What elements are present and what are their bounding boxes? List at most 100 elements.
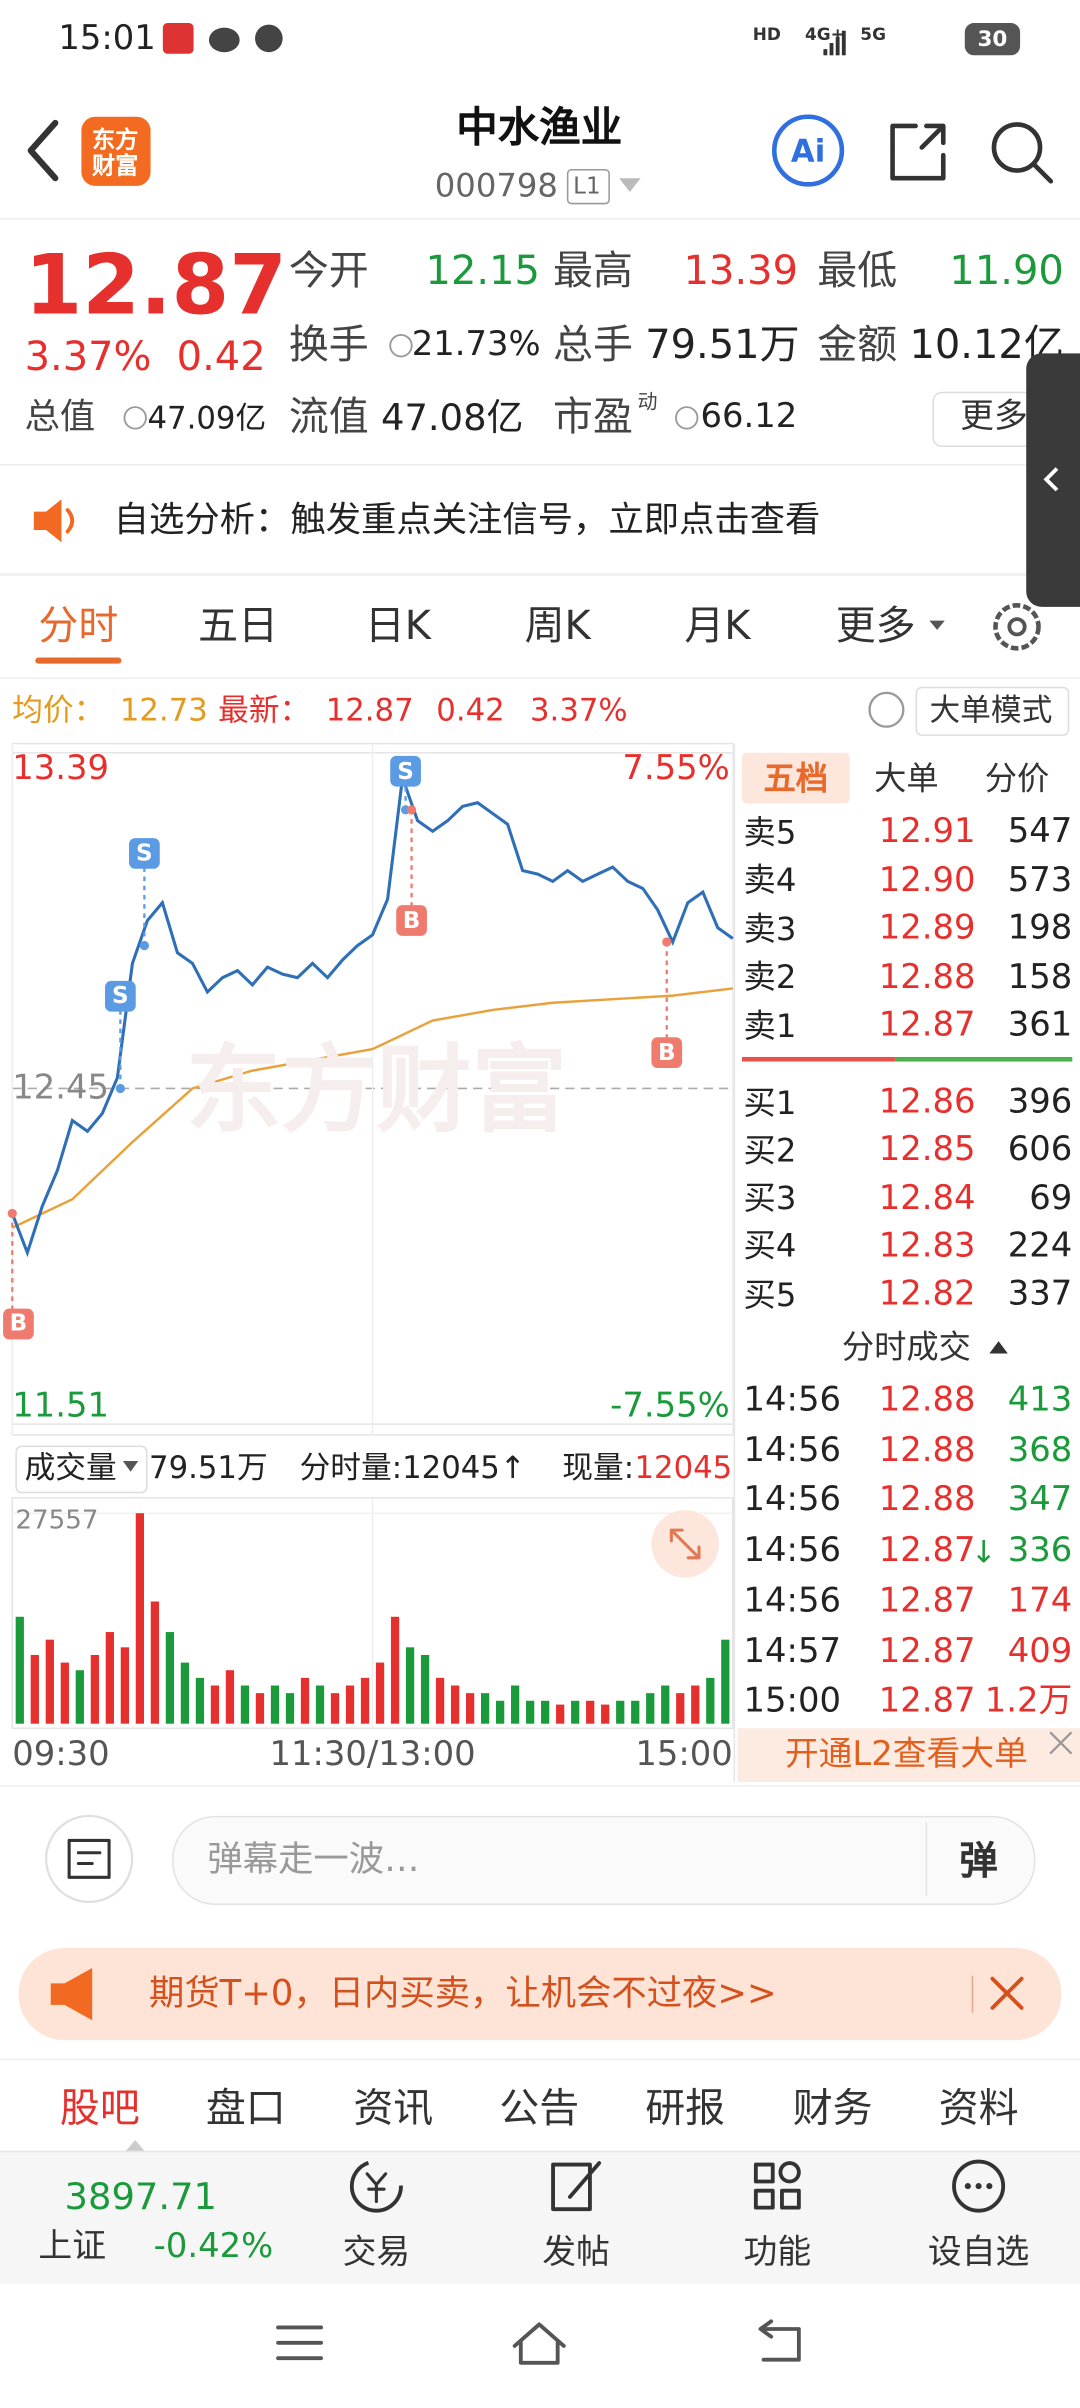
section-tab[interactable]: 股吧 [59, 2086, 140, 2133]
volume-bar [330, 1693, 340, 1724]
notice-text[interactable]: 自选分析：触发重点关注信号，立即点击查看 [113, 500, 821, 540]
ad-banner[interactable] [18, 1947, 1062, 2041]
volume-bar [450, 1685, 460, 1724]
stat-value: 66.12 [700, 397, 798, 437]
stock-title: 中水渔业 [456, 103, 623, 152]
book-tab[interactable]: 分价 [984, 759, 1050, 797]
close-button [990, 1976, 1024, 2010]
share-button [890, 123, 946, 181]
book-price: 12.83 [878, 1227, 976, 1266]
system-home [512, 2322, 566, 2365]
volume-bar [601, 1704, 610, 1724]
book-level: 买2 [743, 1131, 797, 1169]
ai-label[interactable]: Ai [790, 132, 826, 169]
volume-bar [556, 1704, 565, 1724]
info-icon [123, 406, 147, 430]
volume-bar [496, 1700, 505, 1724]
nav-item[interactable]: 设自选 [927, 2233, 1030, 2273]
book-volume: 606 [1007, 1131, 1073, 1170]
x-tick-label: 09:30 [12, 1735, 110, 1775]
section-tab[interactable]: 财务 [792, 2086, 873, 2133]
section-tab[interactable]: 研报 [645, 2086, 726, 2133]
section-tab[interactable]: 盘口 [205, 2086, 286, 2133]
trade-time: 14:56 [743, 1431, 841, 1470]
comment-placeholder[interactable]: 弹幕走一波… [207, 1839, 420, 1880]
trade-time: 14:56 [743, 1582, 841, 1621]
stat-value: 12.15 [425, 248, 540, 295]
l2-band[interactable] [737, 1728, 1080, 1783]
section-tab[interactable]: 资料 [938, 2086, 1019, 2133]
stat-value: 47.08亿 [380, 396, 524, 440]
nav-icon [975, 2183, 982, 2190]
minute-volume: 分时量:12045↑ [299, 1448, 526, 1486]
l2-link[interactable]: 开通L2查看大单 [784, 1735, 1028, 1775]
signal-dot [406, 805, 417, 815]
divider [0, 1785, 1080, 1787]
divider [0, 2058, 1080, 2061]
volume-bar [105, 1632, 114, 1724]
more-label[interactable]: 更多 [960, 397, 1028, 437]
ad-text[interactable]: 期货T+0，日内买卖，让机会不过夜>> [149, 1973, 777, 2014]
book-tab[interactable]: 大单 [874, 759, 939, 797]
book-tab[interactable]: 五档 [763, 759, 829, 797]
megaphone-icon [50, 1967, 93, 2021]
volume-bar [511, 1685, 520, 1724]
book-level: 卖2 [743, 958, 797, 996]
side-drawer-tab[interactable] [1026, 353, 1080, 607]
divider [0, 677, 1080, 680]
section-tab[interactable]: 资讯 [353, 2086, 434, 2133]
volume-bar [180, 1662, 190, 1724]
settings-button [1007, 617, 1027, 637]
volume-bar [315, 1685, 325, 1724]
nav-icon [986, 2183, 993, 2190]
y2-tick-label: -7.55% [610, 1387, 730, 1426]
signal-bar [823, 49, 828, 56]
app-icon [162, 23, 194, 54]
tab[interactable]: 日K [364, 603, 431, 650]
stat-value: 47.09亿 [147, 399, 267, 437]
system-back [758, 2319, 801, 2362]
volume-title[interactable]: 成交量 [24, 1448, 117, 1486]
tab[interactable]: 分时 [38, 603, 119, 650]
trade-volume: 409 [1007, 1632, 1073, 1671]
trade-price: 12.88 [878, 1381, 976, 1420]
book-level: 买4 [743, 1228, 797, 1265]
tab[interactable]: 更多 [835, 603, 916, 650]
tab[interactable]: 五日 [198, 603, 279, 650]
search-button [991, 122, 1043, 173]
volume-bar [90, 1654, 99, 1724]
trade-price: 12.88 [878, 1431, 976, 1470]
stat-label: 总手 [553, 322, 633, 369]
side-drawer-icon [1043, 467, 1059, 492]
battery [964, 23, 1021, 56]
mode-button[interactable] [915, 686, 1070, 736]
trade-time: 14:56 [743, 1481, 841, 1520]
nav-item[interactable]: 功能 [743, 2233, 812, 2273]
volume-bar [435, 1677, 445, 1724]
section-tab[interactable]: 公告 [499, 2086, 580, 2133]
book-price: 12.91 [878, 812, 976, 852]
back-button[interactable] [27, 119, 59, 182]
volume-bar [285, 1693, 295, 1724]
nav-item[interactable]: 发帖 [542, 2233, 610, 2273]
volume-bar [225, 1670, 235, 1724]
trade-price: 12.87 [878, 1632, 976, 1671]
nav-item[interactable]: 交易 [342, 2233, 411, 2273]
dropdown-icon [929, 620, 945, 630]
volume-bar [405, 1647, 415, 1724]
mode-label[interactable]: 大单模式 [929, 691, 1053, 729]
nav-icon [349, 2159, 403, 2213]
tab[interactable]: 月K [684, 603, 751, 650]
stat-label: 最高 [553, 248, 633, 295]
trade-time: 15:00 [743, 1682, 841, 1721]
volume-bar [706, 1677, 715, 1724]
volume-selector[interactable] [15, 1445, 148, 1494]
comment-input[interactable] [172, 1815, 1036, 1905]
signal-label: B [9, 1309, 28, 1338]
tab[interactable]: 周K [524, 603, 591, 650]
change-pct: 3.37% [24, 334, 152, 381]
nav-icon [964, 2183, 971, 2190]
send-button[interactable]: 弹 [959, 1838, 998, 1883]
ai-button [771, 114, 845, 187]
